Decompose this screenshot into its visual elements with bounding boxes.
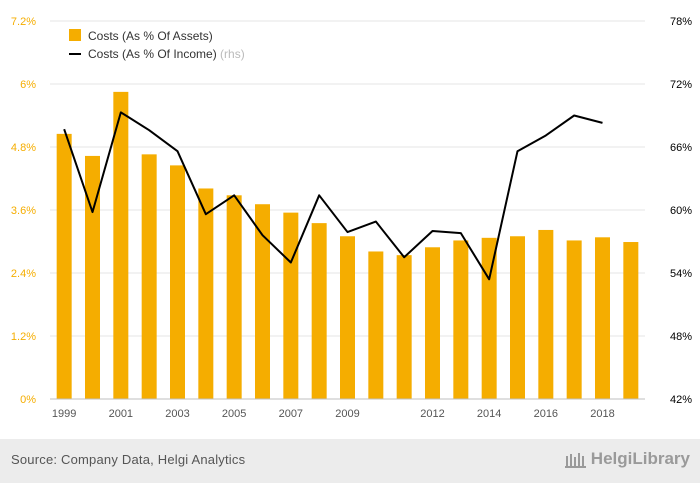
legend-income-suffix: (rhs) xyxy=(220,47,245,61)
right-axis-ticks: 42% 48% 54% 60% 66% 72% 78% xyxy=(670,16,692,406)
right-tick-label: 60% xyxy=(670,205,692,217)
bar xyxy=(113,91,129,399)
library-icon xyxy=(564,453,586,468)
left-tick-label: 7.2% xyxy=(11,16,36,28)
x-tick-label: 2009 xyxy=(335,408,359,420)
bar xyxy=(340,236,355,399)
combo-chart: 0% 1.2% 2.4% 3.6% 4.8% 6% 7.2% 42% 48% 54% 60% 66%… xyxy=(11,16,692,420)
legend-income-name: Costs (As % Of Income) xyxy=(88,47,217,61)
left-axis-ticks: 0% 1.2% 2.4% 3.6% 4.8% 6% 7.2% xyxy=(11,16,36,406)
left-tick-label: 0% xyxy=(20,394,36,406)
bar xyxy=(170,165,185,399)
bar xyxy=(255,204,270,399)
bar xyxy=(510,236,525,399)
bar xyxy=(198,188,214,399)
x-tick-label: 2001 xyxy=(109,408,133,420)
bar-series xyxy=(56,91,639,399)
bar xyxy=(141,154,157,399)
bar xyxy=(283,212,299,399)
right-tick-label: 72% xyxy=(670,79,692,91)
bar xyxy=(566,240,582,399)
bar xyxy=(453,240,469,399)
right-tick-label: 66% xyxy=(670,142,692,154)
bar xyxy=(538,229,554,399)
right-tick-label: 78% xyxy=(670,16,692,28)
bar xyxy=(623,242,639,399)
bar xyxy=(368,251,384,399)
x-tick-label: 1999 xyxy=(52,408,76,420)
legend-label-assets: Costs (As % Of Assets) xyxy=(88,29,213,43)
x-tick-label: 2005 xyxy=(222,408,246,420)
bar xyxy=(85,155,100,399)
bar xyxy=(56,133,72,399)
brand-logo: HelgiLibrary xyxy=(564,449,690,469)
left-tick-label: 1.2% xyxy=(11,331,36,343)
bar xyxy=(481,237,497,399)
x-tick-label: 2012 xyxy=(420,408,444,420)
left-tick-label: 4.8% xyxy=(11,142,36,154)
right-tick-label: 54% xyxy=(670,268,692,280)
x-tick-label: 2018 xyxy=(590,408,614,420)
legend-label-income: Costs (As % Of Income) (rhs) xyxy=(88,47,245,61)
legend-swatch-bar xyxy=(69,29,81,41)
right-tick-label: 48% xyxy=(670,331,692,343)
x-tick-label: 2003 xyxy=(165,408,189,420)
bar xyxy=(226,195,242,399)
line-series-path xyxy=(63,111,603,281)
footer: Source: Company Data, Helgi Analytics He… xyxy=(0,439,700,483)
left-tick-label: 6% xyxy=(20,79,36,91)
x-tick-label: 2007 xyxy=(279,408,303,420)
legend-item-income: Costs (As % Of Income) (rhs) xyxy=(69,47,245,61)
left-tick-label: 3.6% xyxy=(11,205,36,217)
x-axis-ticks: 1999 2001 2003 2005 2007 2009 2012 2014 2016 2018 xyxy=(52,408,615,420)
legend: Costs (As % Of Assets) Costs (As % Of In… xyxy=(69,29,245,61)
right-tick-label: 42% xyxy=(670,394,692,406)
brand-name: HelgiLibrary xyxy=(590,449,690,468)
bar xyxy=(595,237,610,399)
source-text: Source: Company Data, Helgi Analytics xyxy=(11,452,246,467)
legend-item-assets: Costs (As % Of Assets) xyxy=(69,29,213,43)
line-series xyxy=(63,111,603,281)
bar xyxy=(425,247,440,399)
bar xyxy=(311,223,327,399)
x-tick-label: 2016 xyxy=(534,408,558,420)
x-tick-label: 2014 xyxy=(477,408,501,420)
left-tick-label: 2.4% xyxy=(11,268,36,280)
bar xyxy=(396,255,412,399)
